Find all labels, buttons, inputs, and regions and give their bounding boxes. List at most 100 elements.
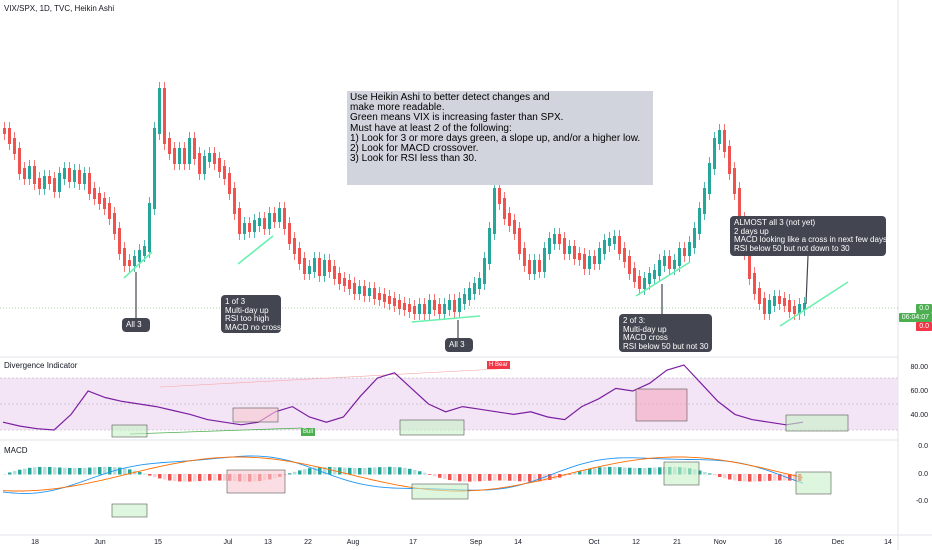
candle-body — [363, 286, 366, 296]
candle-body — [128, 260, 131, 266]
candle-body — [163, 88, 166, 144]
candle-body — [248, 223, 251, 232]
candle-body — [628, 256, 631, 274]
macd-histogram-bar — [503, 474, 507, 481]
macd-histogram-bar — [698, 470, 702, 475]
macd-histogram-bar — [73, 467, 77, 475]
candle-body — [88, 173, 91, 194]
candle-body — [218, 158, 221, 172]
macd-pane-title[interactable]: MACD — [4, 446, 28, 455]
macd-histogram-bar — [733, 474, 737, 481]
macd-histogram-bar — [703, 471, 707, 475]
date-label: Oct — [588, 539, 600, 546]
candle-body — [693, 228, 696, 248]
candle-body — [473, 283, 476, 294]
candle-body — [138, 250, 141, 262]
candle-body — [588, 256, 591, 269]
macd-histogram-bar — [18, 469, 22, 475]
candle-body — [113, 213, 116, 234]
macd-histogram-bar — [208, 474, 212, 481]
candle-body — [578, 253, 581, 260]
macd-histogram-bar — [658, 467, 662, 475]
candle-body — [3, 128, 6, 134]
divergence-pane-title[interactable]: Divergence Indicator — [4, 361, 78, 370]
macd-histogram-bar — [528, 474, 532, 482]
candle-body — [83, 173, 86, 184]
candle-body — [293, 238, 296, 254]
candle-body — [378, 293, 381, 300]
candle-body — [773, 296, 776, 306]
rsi-highlight-box — [111, 424, 148, 438]
macd-histogram-bar — [93, 467, 97, 475]
candle-body — [253, 220, 256, 232]
macd-histogram-bar — [588, 468, 592, 475]
candle-body — [458, 298, 461, 312]
candle-body — [613, 236, 616, 244]
candle-body — [268, 213, 271, 229]
candle-body — [213, 153, 216, 164]
candle-body — [298, 248, 301, 264]
macd-histogram-bar — [388, 466, 392, 475]
candle-body — [238, 208, 241, 234]
note-line: Use Heikin Ashi to better detect changes… — [350, 92, 550, 103]
callout-all3-june[interactable]: All 3 — [122, 318, 150, 332]
macd-histogram-bar — [643, 467, 647, 475]
candle-body — [388, 296, 391, 304]
bear-divergence-flag: H Bear — [487, 361, 510, 369]
candle-body — [123, 248, 126, 266]
note-line: 2) Look for MACD crossover. — [350, 143, 479, 155]
macd-histogram-bar — [353, 467, 357, 475]
macd-histogram-bar — [28, 467, 32, 475]
candle-body — [263, 218, 266, 229]
candle-body — [798, 304, 801, 314]
macd-histogram-bar — [423, 472, 427, 475]
candle-body — [48, 176, 51, 184]
candle-body — [533, 260, 536, 274]
candle-body — [98, 193, 101, 204]
callout-1of3-july[interactable]: 1 of 3 Multi-day up RSI too high MACD no… — [221, 295, 281, 333]
trend-line — [635, 261, 691, 297]
candle-body — [538, 260, 541, 272]
macd-histogram-bar — [213, 474, 217, 481]
macd-histogram-bar — [743, 474, 747, 482]
macd-histogram-bar — [343, 467, 347, 475]
callout-almost-nov[interactable]: ALMOST all 3 (not yet) 2 days up MACD lo… — [730, 216, 887, 256]
macd-histogram-bar — [223, 474, 227, 481]
candle-body — [478, 278, 481, 289]
trend-line — [237, 235, 274, 265]
candle-body — [488, 228, 491, 264]
macd-histogram-bar — [603, 466, 607, 475]
note-line: 1) Look for 3 or more days green, a slop… — [350, 132, 641, 144]
macd-histogram-bar — [493, 474, 497, 481]
candle-body — [523, 248, 526, 266]
macd-histogram-bar — [788, 474, 792, 481]
macd-histogram-bar — [748, 474, 752, 482]
rsi-scale-80: 80.00 — [910, 364, 928, 371]
candle-body — [438, 304, 441, 314]
candle-body — [568, 246, 571, 254]
candle-body — [603, 240, 606, 254]
candle-body — [703, 188, 706, 214]
callout-all3-sep[interactable]: All 3 — [445, 338, 473, 352]
macd-scale-bottom: -0.0 — [915, 498, 928, 505]
macd-histogram-bar — [568, 474, 572, 475]
macd-histogram-bar — [378, 467, 382, 475]
macd-histogram-bar — [153, 474, 157, 478]
macd-histogram-bar — [198, 474, 202, 482]
candle-body — [323, 260, 326, 276]
candle-body — [748, 248, 751, 279]
macd-histogram-bar — [293, 471, 297, 475]
date-label: Aug — [346, 539, 360, 546]
macd-histogram-bar — [3, 474, 7, 475]
callout-2of3-oct[interactable]: 2 of 3: Multi-day up MACD cross RSI belo… — [619, 314, 712, 352]
candle-body — [73, 170, 76, 182]
symbol-title[interactable]: VIX/SPX, 1D, TVC, Heikin Ashi — [4, 4, 115, 13]
date-label: Jul — [223, 539, 233, 546]
candle-body — [418, 304, 421, 314]
macd-histogram-bar — [188, 474, 192, 482]
annotation-note[interactable]: Use Heikin Ashi to better detect changes… — [347, 91, 653, 185]
macd-histogram-bar — [83, 467, 87, 475]
candle-body — [158, 88, 161, 134]
